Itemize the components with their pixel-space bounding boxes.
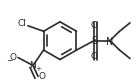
Text: O: O xyxy=(91,21,98,30)
Text: O: O xyxy=(10,53,17,62)
Text: O: O xyxy=(91,51,98,61)
Text: −: − xyxy=(6,56,12,65)
Text: +: + xyxy=(35,66,41,72)
Text: O: O xyxy=(39,72,46,81)
Text: S: S xyxy=(91,36,97,46)
Text: N: N xyxy=(30,61,36,70)
Text: Cl: Cl xyxy=(18,19,26,28)
Text: N: N xyxy=(106,37,114,47)
